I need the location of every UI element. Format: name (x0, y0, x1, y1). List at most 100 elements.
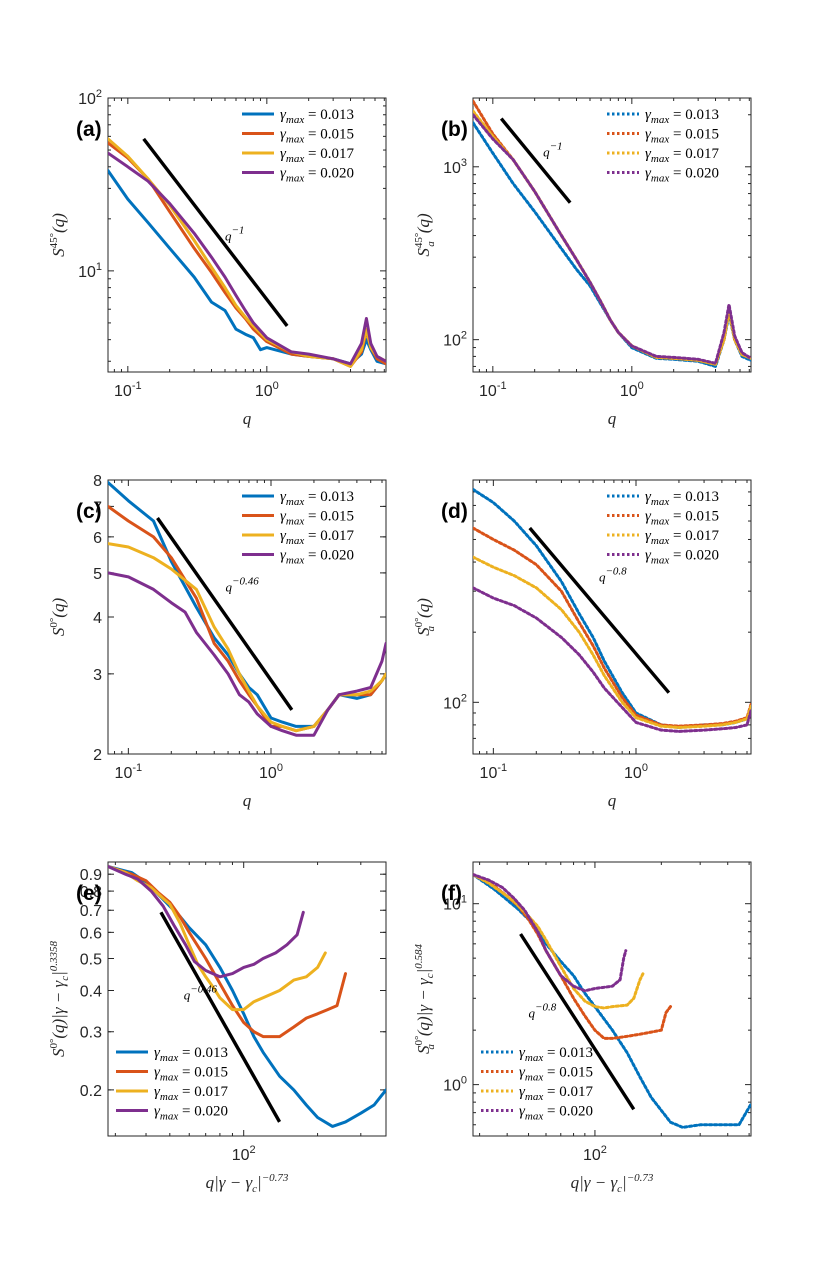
panel-e: 102 0.2 0.3 0.4 0.5 0.6 0.7 0.80.9 q|γ − γc|−0.7… (48, 861, 387, 1195)
x-axis-label: q|γ − γc|−0.73 (206, 1172, 289, 1195)
series-line (108, 865, 327, 1012)
legend-label: γmax = 0.017 (280, 528, 354, 547)
series-line (473, 873, 628, 993)
power-law-line (499, 117, 572, 204)
y-axis-label: S45°(q) (48, 213, 68, 257)
series-group (473, 487, 751, 733)
legend-label: γmax = 0.020 (645, 548, 719, 567)
x-tick-label: 100 (259, 762, 283, 782)
y-tick-label: 102 (443, 330, 467, 350)
power-law-label: q−0.46 (184, 984, 218, 1003)
series-group (108, 865, 386, 1128)
legend-label: γmax = 0.017 (154, 1084, 228, 1103)
y-tick-label: 2 (93, 747, 102, 764)
panel-label: (c) (76, 500, 102, 523)
legend-label: γmax = 0.013 (645, 107, 719, 126)
legend-label: γmax = 0.017 (645, 528, 719, 547)
series-line (473, 555, 751, 729)
power-law-line (519, 933, 636, 1111)
y-tick-label: 103 (443, 157, 467, 177)
y-tick-label: 102 (78, 88, 102, 108)
x-axis-label: q (243, 409, 252, 428)
panel-label: (d) (441, 500, 468, 523)
power-law-line (142, 137, 289, 328)
legend-label: γmax = 0.015 (280, 509, 354, 528)
y-tick-label: 0.7 (80, 903, 102, 920)
legend-label: γmax = 0.013 (645, 489, 719, 508)
legend-label: γmax = 0.017 (280, 146, 354, 165)
y-axis-label: S0°a(q)|γ − γc|0.584 (413, 943, 437, 1054)
legend-label: γmax = 0.015 (645, 127, 719, 146)
legend-label: γmax = 0.015 (154, 1065, 228, 1084)
legend-label: γmax = 0.020 (645, 166, 719, 185)
power-law-label: q−0.46 (226, 576, 260, 595)
y-tick-label: 100 (443, 1075, 467, 1095)
series-line (473, 873, 751, 1129)
series-line (473, 487, 751, 729)
y-tick-label: 3 (93, 667, 102, 684)
y-tick-label: 101 (443, 894, 467, 914)
legend-label: γmax = 0.020 (154, 1104, 228, 1123)
x-tick-label: 10-1 (480, 762, 508, 782)
series-line (108, 169, 386, 366)
panel-c: 10-1 100 2 3 4 5 6 7 8 q S0°(q) (c) q−0.46 γmax = 0.0… (48, 473, 387, 810)
plot-frame (107, 97, 387, 373)
panel-f: 102 100 101 q|γ − γc|−0.73 S0°a(q)|γ − γc|0.… (413, 861, 752, 1195)
y-tick-label: 0.3 (80, 1025, 102, 1042)
series-line (473, 873, 645, 1010)
x-tick-label: 100 (255, 380, 279, 400)
x-tick-label: 100 (620, 380, 644, 400)
y-tick-label: 0.6 (80, 925, 102, 942)
x-axis-label: q|γ − γc|−0.73 (571, 1172, 654, 1195)
x-tick-label: 102 (232, 1144, 256, 1164)
y-tick-label: 0.8 (80, 884, 102, 901)
legend-label: γmax = 0.013 (280, 107, 354, 126)
x-tick-label: 10-1 (115, 762, 143, 782)
y-tick-label: 0.9 (80, 867, 102, 884)
power-law-label: q−1 (225, 224, 244, 243)
legend-label: γmax = 0.013 (154, 1045, 228, 1064)
y-axis-label: S0°a(q) (413, 598, 437, 636)
legend-label: γmax = 0.017 (519, 1084, 593, 1103)
y-axis-label: S45°a(q) (413, 213, 437, 257)
legend-label: γmax = 0.015 (280, 127, 354, 146)
power-law-line (156, 517, 294, 711)
plot-frame (107, 861, 387, 1137)
plot-frame (472, 97, 752, 373)
legend-label: γmax = 0.020 (519, 1104, 593, 1123)
power-law-line (159, 911, 282, 1123)
x-tick-label: 102 (583, 1144, 607, 1164)
panel-b: 10-1 100 102 103 q S45°a(q) (b) q−1 γmax = 0.013… (413, 97, 752, 428)
y-tick-label: 6 (93, 530, 102, 547)
y-tick-label: 0.4 (80, 983, 102, 1000)
x-axis-label: q (608, 409, 617, 428)
legend-label: γmax = 0.017 (645, 146, 719, 165)
power-law-label: q−1 (543, 140, 562, 159)
plot-frame (472, 479, 752, 755)
series-line (473, 586, 751, 733)
y-axis-label: S0°(q) (48, 598, 68, 637)
series-group (108, 481, 386, 737)
panel-label: (b) (441, 118, 468, 141)
legend-label: γmax = 0.013 (280, 489, 354, 508)
panel-label: (a) (76, 118, 102, 141)
series-line (108, 571, 386, 737)
series-line (473, 113, 751, 365)
x-tick-label: 10-1 (114, 380, 142, 400)
series-group (108, 137, 386, 368)
y-tick-label: 101 (78, 261, 102, 281)
legend-label: γmax = 0.020 (280, 548, 354, 567)
y-tick-label: 7 (93, 499, 102, 516)
y-tick-label: 8 (93, 473, 102, 490)
y-tick-label: 4 (93, 610, 102, 627)
y-axis-label: S0°(q)|γ − γc|0.3358 (48, 940, 71, 1057)
